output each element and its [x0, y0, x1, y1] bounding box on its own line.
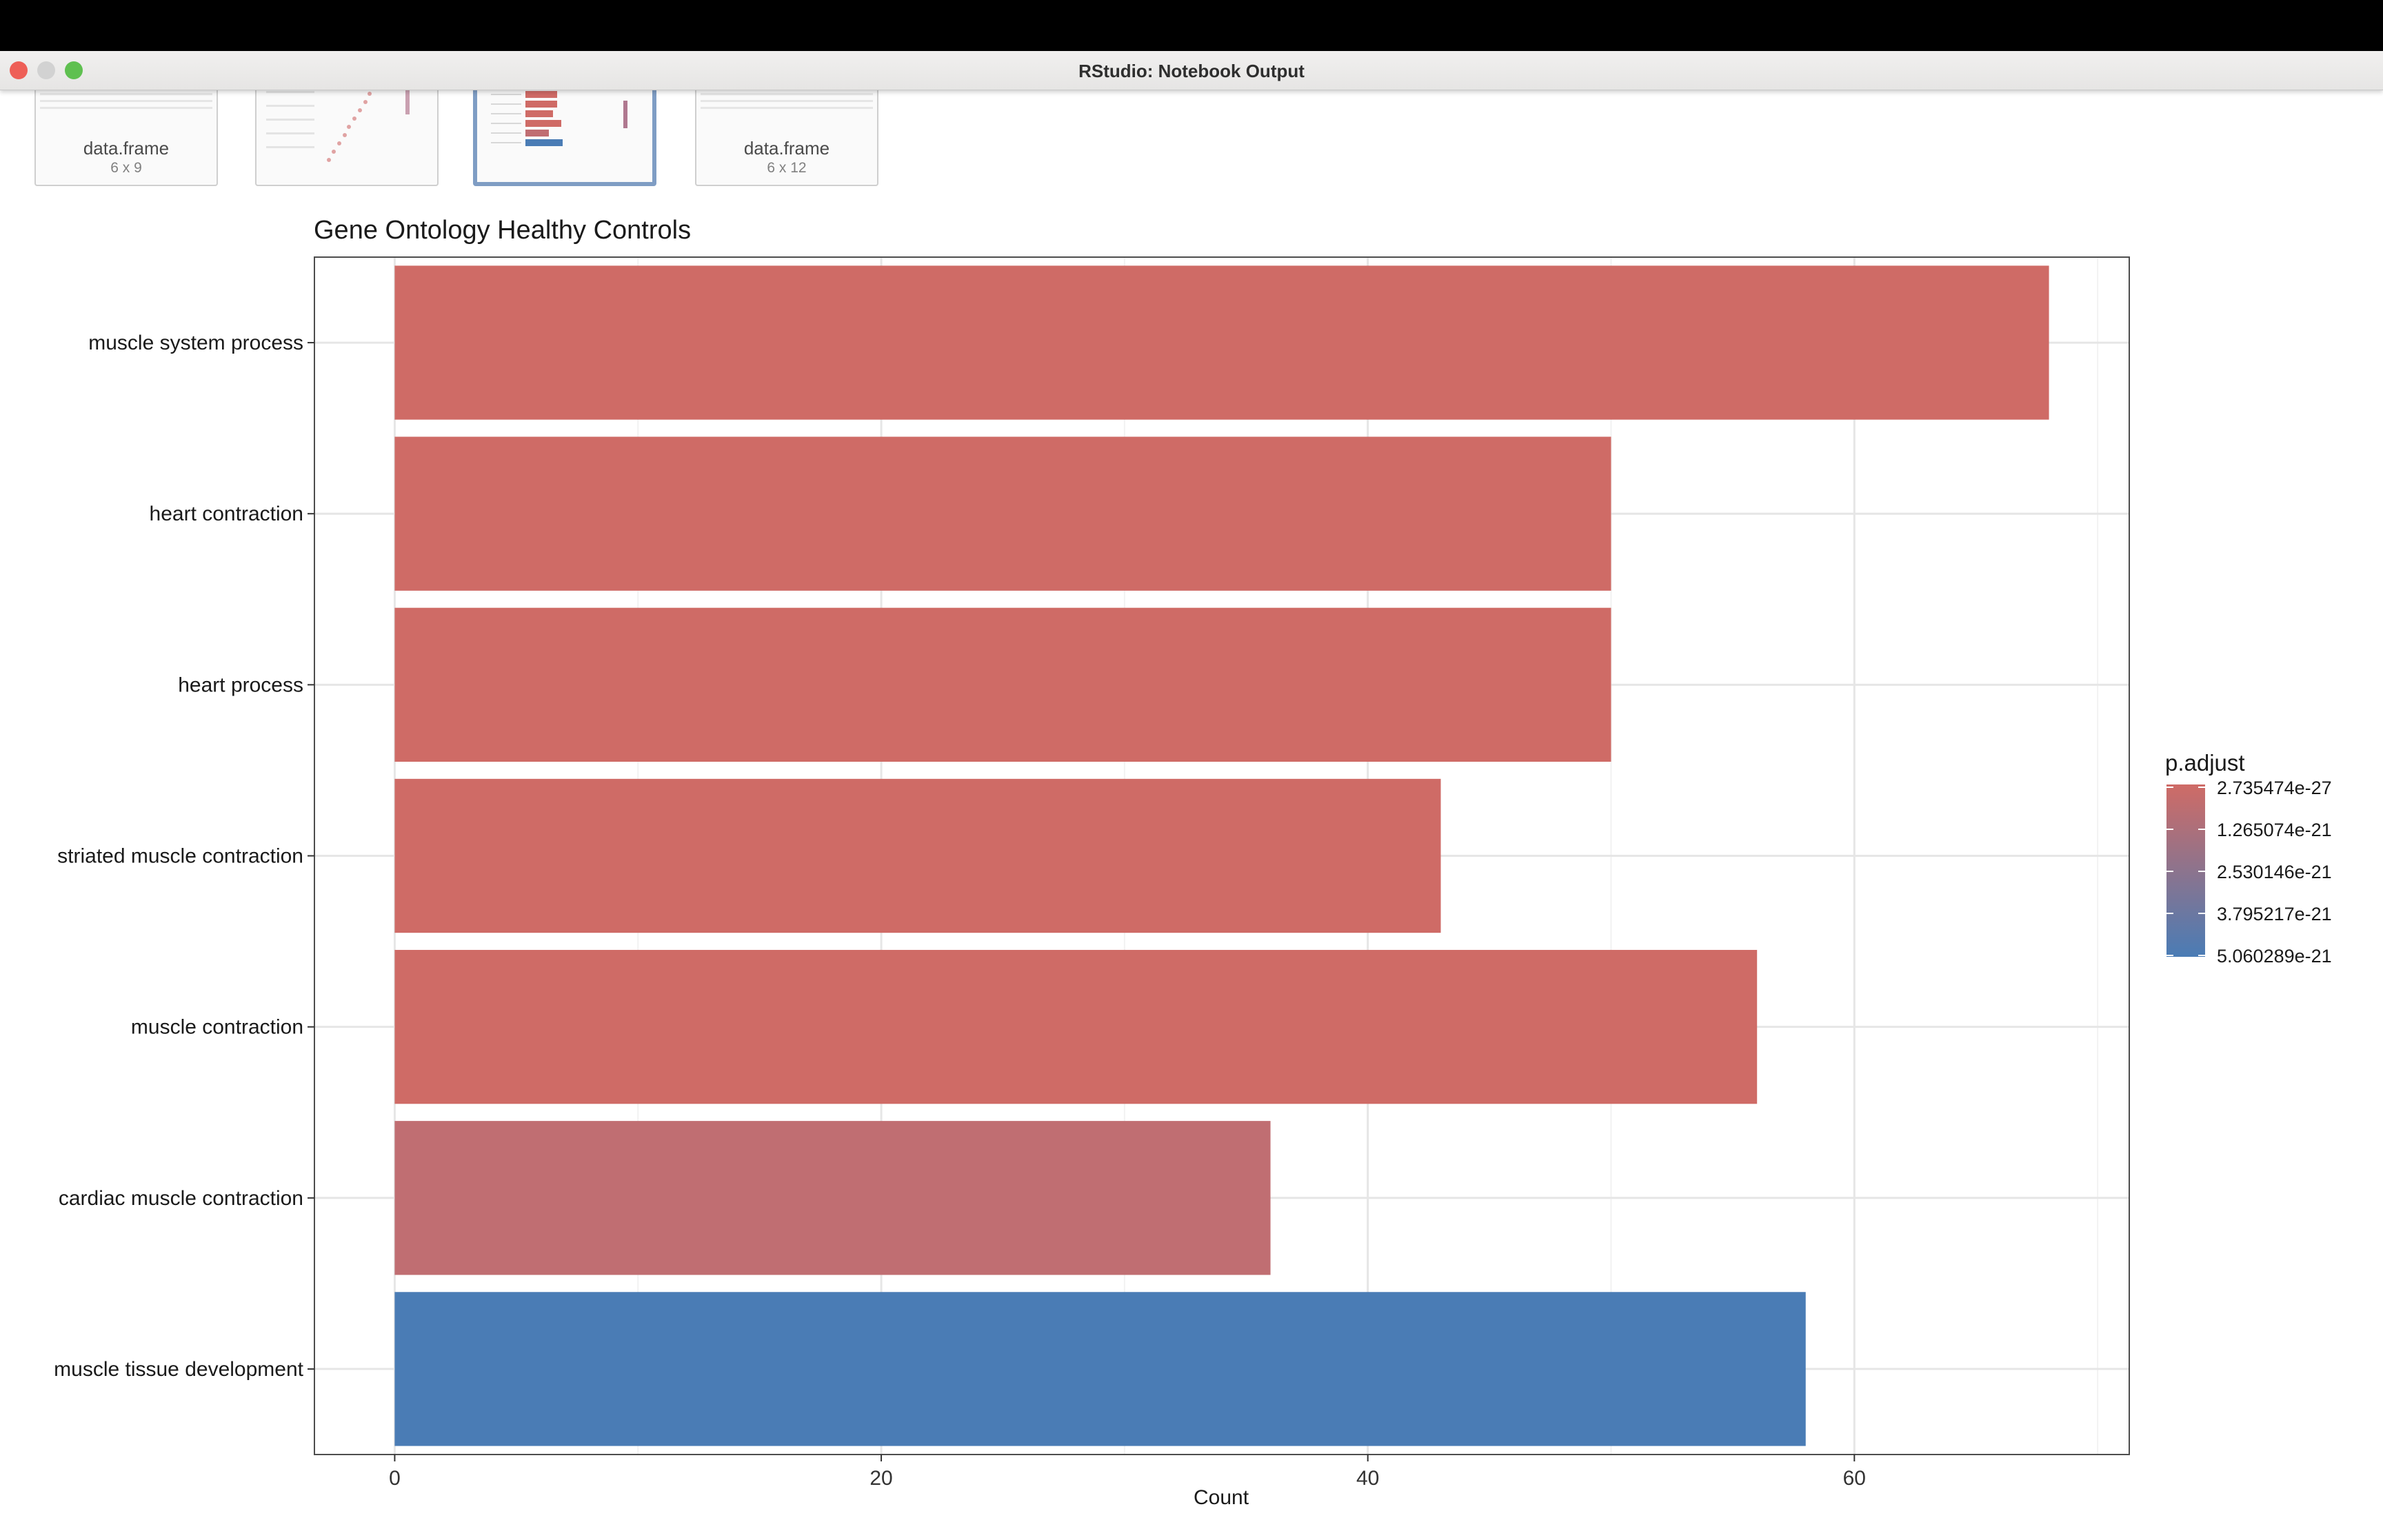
dotplot-preview: [266, 87, 410, 162]
maximize-window-button[interactable]: [65, 61, 83, 79]
x-tick-label: 40: [1356, 1467, 1379, 1490]
top-black-bar: [0, 0, 2383, 51]
x-axis: 0 20 40 60: [389, 1455, 1866, 1490]
legend-label: 2.735474e-27: [2217, 778, 2332, 798]
thumbnail-dimensions: 6 x 9: [110, 160, 142, 176]
x-tick-label: 0: [389, 1467, 401, 1490]
bars: [394, 265, 2049, 1446]
y-tick-label: striated muscle contraction: [57, 845, 303, 868]
x-tick-label: 20: [869, 1467, 892, 1490]
legend-label: 5.060289e-21: [2217, 946, 2332, 966]
legend-label: 2.530146e-21: [2217, 862, 2332, 882]
thumbnail-dimensions: 6 x 12: [767, 160, 807, 176]
y-tick-label: heart process: [178, 673, 303, 696]
y-tick-label: heart contraction: [150, 503, 303, 525]
chart-title: Gene Ontology Healthy Controls: [314, 216, 691, 245]
window-title: RStudio: Notebook Output: [1078, 61, 1305, 81]
bar: [394, 265, 2049, 420]
close-window-button[interactable]: [10, 61, 28, 79]
y-tick-label: muscle contraction: [131, 1016, 303, 1039]
x-tick-label: 60: [1843, 1467, 1866, 1490]
y-tick-label: muscle tissue development: [54, 1358, 304, 1381]
legend: p.adjust 2.735474e-27 1.265074e-21 2.53014…: [2165, 750, 2332, 966]
output-thumbnail-dotplot[interactable]: [255, 76, 439, 186]
bar: [394, 1292, 1806, 1446]
bar: [394, 778, 1441, 933]
bar: [394, 607, 1611, 762]
minimize-window-button[interactable]: [37, 61, 55, 79]
window-titlebar: RStudio: Notebook Output: [0, 51, 2383, 90]
legend-title: p.adjust: [2165, 750, 2245, 776]
legend-label: 1.265074e-21: [2217, 820, 2332, 840]
bar: [394, 1121, 1271, 1275]
y-tick-label: muscle system process: [88, 332, 303, 354]
bar: [394, 436, 1611, 591]
thumbnail-label: data.frame: [83, 138, 170, 159]
legend-label: 3.795217e-21: [2217, 904, 2332, 924]
bar: [394, 949, 1758, 1104]
x-axis-title: Count: [1194, 1486, 1249, 1509]
y-axis: muscle system process heart contraction he…: [54, 332, 314, 1381]
y-tick-label: cardiac muscle contraction: [59, 1187, 303, 1210]
thumbnail-label: data.frame: [743, 138, 830, 159]
